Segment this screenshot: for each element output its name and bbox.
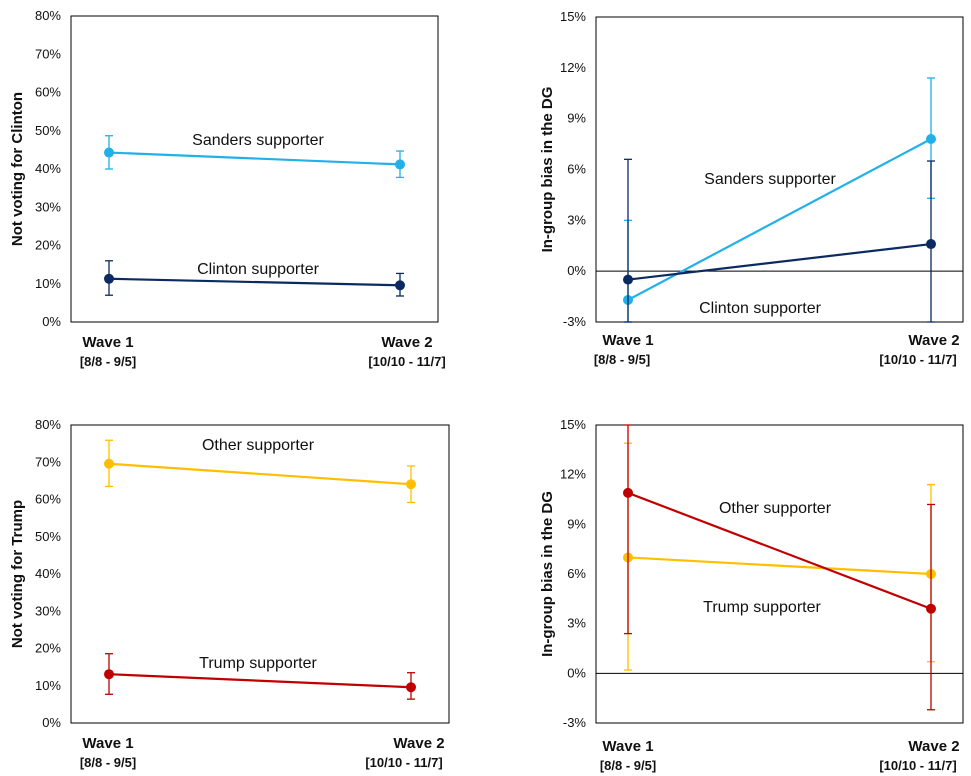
x-category-label: Wave 1 [82,334,133,351]
y-tick-label: 60% [35,492,61,507]
x-category-sublabel: [10/10 - 11/7] [879,352,956,367]
y-tick-label: 12% [560,60,586,75]
data-point [926,239,936,250]
x-category-label: Wave 1 [602,332,653,349]
y-tick-label: 20% [35,238,61,253]
series-line [627,491,932,610]
y-tick-label: 20% [35,641,61,656]
plot-frame [595,424,964,724]
series-line [108,277,401,287]
y-tick-label: 40% [35,161,61,176]
series-line [627,242,932,281]
series-label: Trump supporter [703,599,821,616]
y-tick-label: -3% [563,715,587,730]
series-line [627,138,932,301]
y-tick-label: 3% [567,212,586,227]
series-label: Clinton supporter [197,261,320,278]
x-category-sublabel: [8/8 - 9/5] [80,354,136,369]
y-tick-label: 12% [560,467,586,482]
x-category-label: Wave 2 [381,334,432,351]
data-point [623,487,633,498]
x-category-sublabel: [10/10 - 11/7] [368,354,445,369]
series-2 [104,260,405,297]
plot-frame [70,424,450,724]
series-2 [623,158,936,323]
y-tick-label: 6% [567,162,586,177]
y-tick-label: 60% [35,85,61,100]
x-category-label: Wave 2 [393,735,444,752]
series-line [108,673,412,689]
y-axis-title: In-group bias in the DG [539,87,556,253]
y-tick-label: 70% [35,454,61,469]
y-tick-label: 50% [35,529,61,544]
series-label: Clinton supporter [699,300,822,317]
plot-frame [595,16,964,323]
x-category-sublabel: [8/8 - 9/5] [600,758,656,773]
series-1 [104,135,405,179]
y-tick-label: 80% [35,8,61,23]
y-tick-label: 70% [35,46,61,61]
y-tick-label: 0% [42,715,61,730]
y-tick-label: -3% [563,314,587,329]
y-tick-label: 15% [560,9,586,24]
x-category-label: Wave 2 [908,738,959,755]
series-label: Sanders supporter [704,171,836,188]
y-tick-label: 10% [35,678,61,693]
x-category-sublabel: [10/10 - 11/7] [879,758,956,773]
series-1 [623,442,936,671]
data-point [104,458,114,469]
series-2 [104,653,416,700]
data-point [395,159,405,170]
y-axis-title: Not voting for Clinton [9,92,26,246]
series-label: Other supporter [202,437,315,454]
series-label: Trump supporter [199,655,317,672]
data-point [926,134,936,144]
data-point [406,479,416,490]
series-1 [104,439,416,504]
x-category-label: Wave 1 [82,735,133,752]
y-tick-label: 0% [42,314,61,329]
y-tick-label: 9% [567,516,586,531]
data-point [623,274,633,285]
y-axis-title: In-group bias in the DG [539,491,556,657]
y-tick-label: 50% [35,123,61,138]
y-tick-label: 80% [35,417,61,432]
series-line [108,151,401,166]
chart-panel-2: -3% 0% 3% 6% 9% 12% 15% In-group bias in the DG… [539,9,964,367]
chart-panel-3: 0% 10% 20% 30% 40% 50% 60% 70% 80% Not voting for… [9,417,450,770]
y-tick-label: 0% [567,263,586,278]
data-point [926,603,936,614]
data-point [104,669,114,680]
y-tick-label: 40% [35,566,61,581]
x-category-label: Wave 1 [602,738,653,755]
plot-frame [70,15,439,323]
x-category-label: Wave 2 [908,332,959,349]
y-tick-label: 9% [567,111,586,126]
series-label: Other supporter [719,500,832,517]
y-tick-label: 3% [567,616,586,631]
data-point [104,147,114,158]
y-tick-label: 0% [567,665,586,680]
y-tick-label: 30% [35,199,61,214]
series-label: Sanders supporter [192,132,324,149]
x-category-sublabel: [8/8 - 9/5] [80,755,136,770]
y-tick-label: 6% [567,566,586,581]
data-point [104,273,114,284]
series-line [108,462,412,486]
data-point [395,280,405,291]
series-2 [623,424,936,711]
x-category-sublabel: [10/10 - 11/7] [365,755,442,770]
y-tick-label: 15% [560,417,586,432]
series-1 [623,77,936,323]
chart-panel-4: -3% 0% 3% 6% 9% 12% 15% In-group bias in the DG… [539,417,964,773]
y-axis-title: Not voting for Trump [9,500,26,648]
x-category-sublabel: [8/8 - 9/5] [594,352,650,367]
y-tick-label: 30% [35,603,61,618]
y-tick-label: 10% [35,276,61,291]
chart-panel-1: 0% 10% 20% 30% 40% 50% 60% 70% 80% Not voting for… [9,8,446,369]
series-line [627,556,932,576]
data-point [406,682,416,693]
